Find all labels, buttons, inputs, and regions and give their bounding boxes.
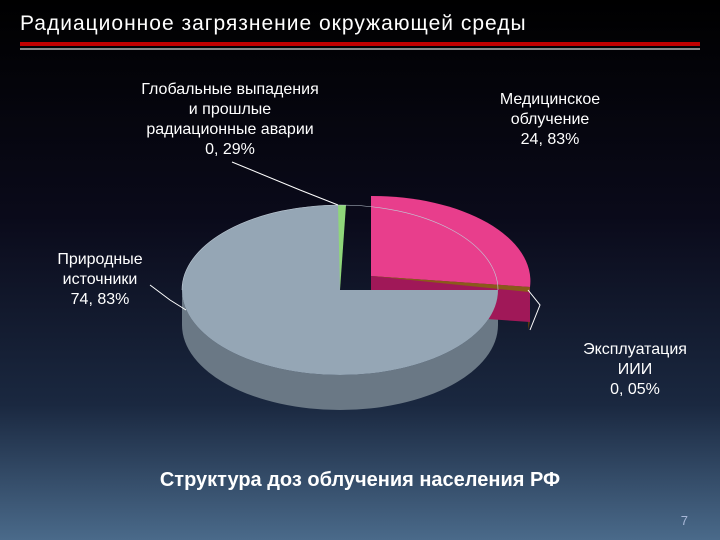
page-number: 7 — [681, 513, 688, 528]
leader-global — [232, 162, 338, 205]
chart-subtitle: Структура доз облучения населения РФ — [0, 469, 720, 492]
leader-lines — [0, 50, 720, 470]
leader-exploit — [528, 290, 540, 330]
slide-title: Радиационное загрязнение окружающей сред… — [0, 0, 720, 42]
leader-natural — [150, 285, 186, 310]
title-underline-red — [20, 42, 700, 46]
pie-chart-area: Глобальные выпадения и прошлые радиацион… — [0, 50, 720, 470]
